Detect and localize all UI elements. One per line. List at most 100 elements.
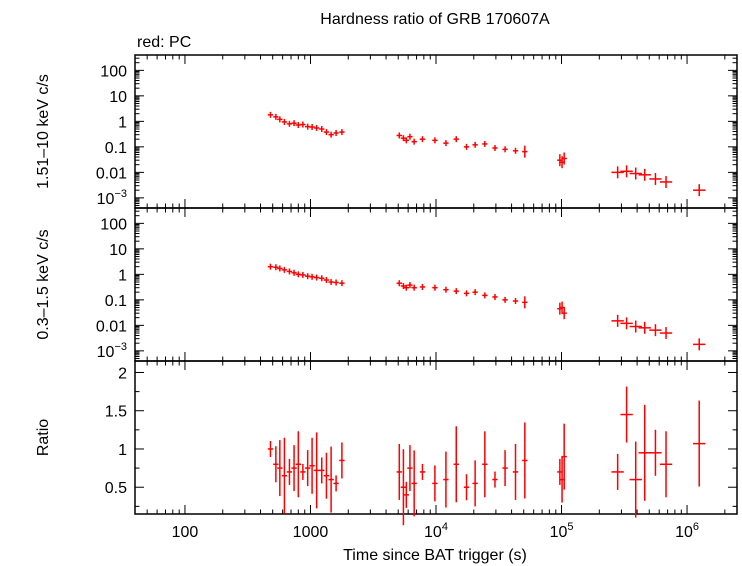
data-point (693, 184, 706, 197)
data-point (286, 458, 293, 485)
data-point (277, 265, 283, 272)
data-point (319, 457, 325, 484)
data-point (291, 120, 297, 127)
data-point (561, 152, 567, 165)
data-point (305, 450, 311, 487)
data-point (273, 446, 279, 483)
data-point (561, 423, 567, 490)
data-point (453, 136, 459, 143)
data-point (411, 450, 417, 517)
y-tick-label-base: 100 (100, 216, 127, 233)
data-point (295, 431, 301, 498)
x-tick-label-exponent: 6 (693, 521, 699, 533)
panel-frame (134, 360, 738, 515)
data-point (273, 113, 279, 120)
y-tick-label-base: 100 (100, 63, 127, 80)
y-tick-label-base: 1.5 (105, 404, 127, 421)
data-point (522, 296, 528, 309)
data-point (453, 426, 459, 503)
x-axis-label: Time since BAT trigger (s) (343, 547, 527, 564)
y-tick-label-base: 10 (97, 344, 115, 361)
data-point (411, 138, 417, 145)
data-point (463, 290, 470, 297)
data-point (328, 131, 334, 138)
data-point (443, 140, 449, 147)
data-point (693, 400, 706, 487)
data-point (492, 293, 498, 300)
y-tick-label: 1 (118, 114, 127, 131)
y-tick-label: 10 (109, 242, 127, 259)
y-axis-label: 1.51–10 keV c/s (35, 74, 52, 189)
y-tick-label-base: 10 (97, 191, 115, 208)
chart-title: Hardness ratio of GRB 170607A (320, 11, 550, 28)
data-point (286, 268, 293, 275)
x-tick-label: 106 (675, 521, 699, 541)
y-axis-label: Ratio (35, 419, 52, 456)
data-point (522, 145, 528, 158)
data-point (611, 166, 624, 179)
data-point (463, 143, 470, 150)
data-point (620, 386, 633, 443)
data-point (443, 286, 449, 293)
data-point (281, 437, 288, 514)
data-point (309, 437, 315, 494)
data-point (492, 471, 498, 488)
data-point (659, 327, 673, 340)
data-point (403, 137, 409, 144)
data-point (453, 288, 459, 295)
data-point (339, 442, 345, 479)
y-tick-label-base: 10 (109, 242, 127, 259)
data-point (629, 167, 642, 180)
data-point (419, 136, 426, 143)
data-point (339, 280, 345, 287)
data-point (319, 126, 325, 133)
x-tick-label: 1000 (293, 524, 329, 541)
x-tick-label-exponent: 4 (442, 521, 448, 533)
x-tick-label: 105 (550, 521, 574, 541)
y-axis-label: 0.3–1.5 keV c/s (35, 229, 52, 339)
y-tick-label-base: 1 (118, 442, 127, 459)
data-point (649, 429, 662, 476)
data-point (638, 321, 651, 334)
data-point (291, 445, 297, 492)
data-point (629, 441, 642, 518)
data-point (482, 431, 488, 498)
data-point (267, 111, 274, 118)
data-point (300, 463, 306, 480)
data-point (502, 296, 508, 303)
data-point (300, 121, 306, 128)
data-point (419, 283, 426, 290)
data-point (396, 132, 402, 139)
panel-frame (134, 207, 738, 362)
data-point (339, 129, 345, 136)
data-point (482, 140, 488, 147)
data-point (319, 275, 325, 282)
data-point (273, 264, 279, 271)
y-tick-label: 0.1 (105, 140, 127, 157)
data-point (407, 282, 413, 289)
data-point (277, 116, 283, 123)
data-point (432, 284, 438, 291)
series-pc (267, 386, 706, 526)
data-point (323, 277, 330, 284)
data-point (693, 338, 706, 351)
data-point (522, 422, 528, 499)
y-tick-label: 10 (109, 89, 127, 106)
x-tick-label-base: 1000 (293, 524, 329, 541)
data-point (323, 452, 330, 499)
data-point (411, 284, 417, 291)
data-point (407, 133, 413, 140)
y-tick-label: 0.1 (105, 293, 127, 310)
y-tick-label-base: 1 (118, 114, 127, 131)
data-point (502, 146, 508, 153)
y-tick-label-base: 2 (118, 365, 127, 382)
data-point (396, 443, 402, 500)
data-point (463, 474, 470, 501)
series-pc (267, 263, 706, 351)
y-tick-label-exponent: −3 (114, 341, 127, 353)
y-tick-label: 1.5 (105, 404, 127, 421)
y-tick-label-base: 1 (118, 267, 127, 284)
